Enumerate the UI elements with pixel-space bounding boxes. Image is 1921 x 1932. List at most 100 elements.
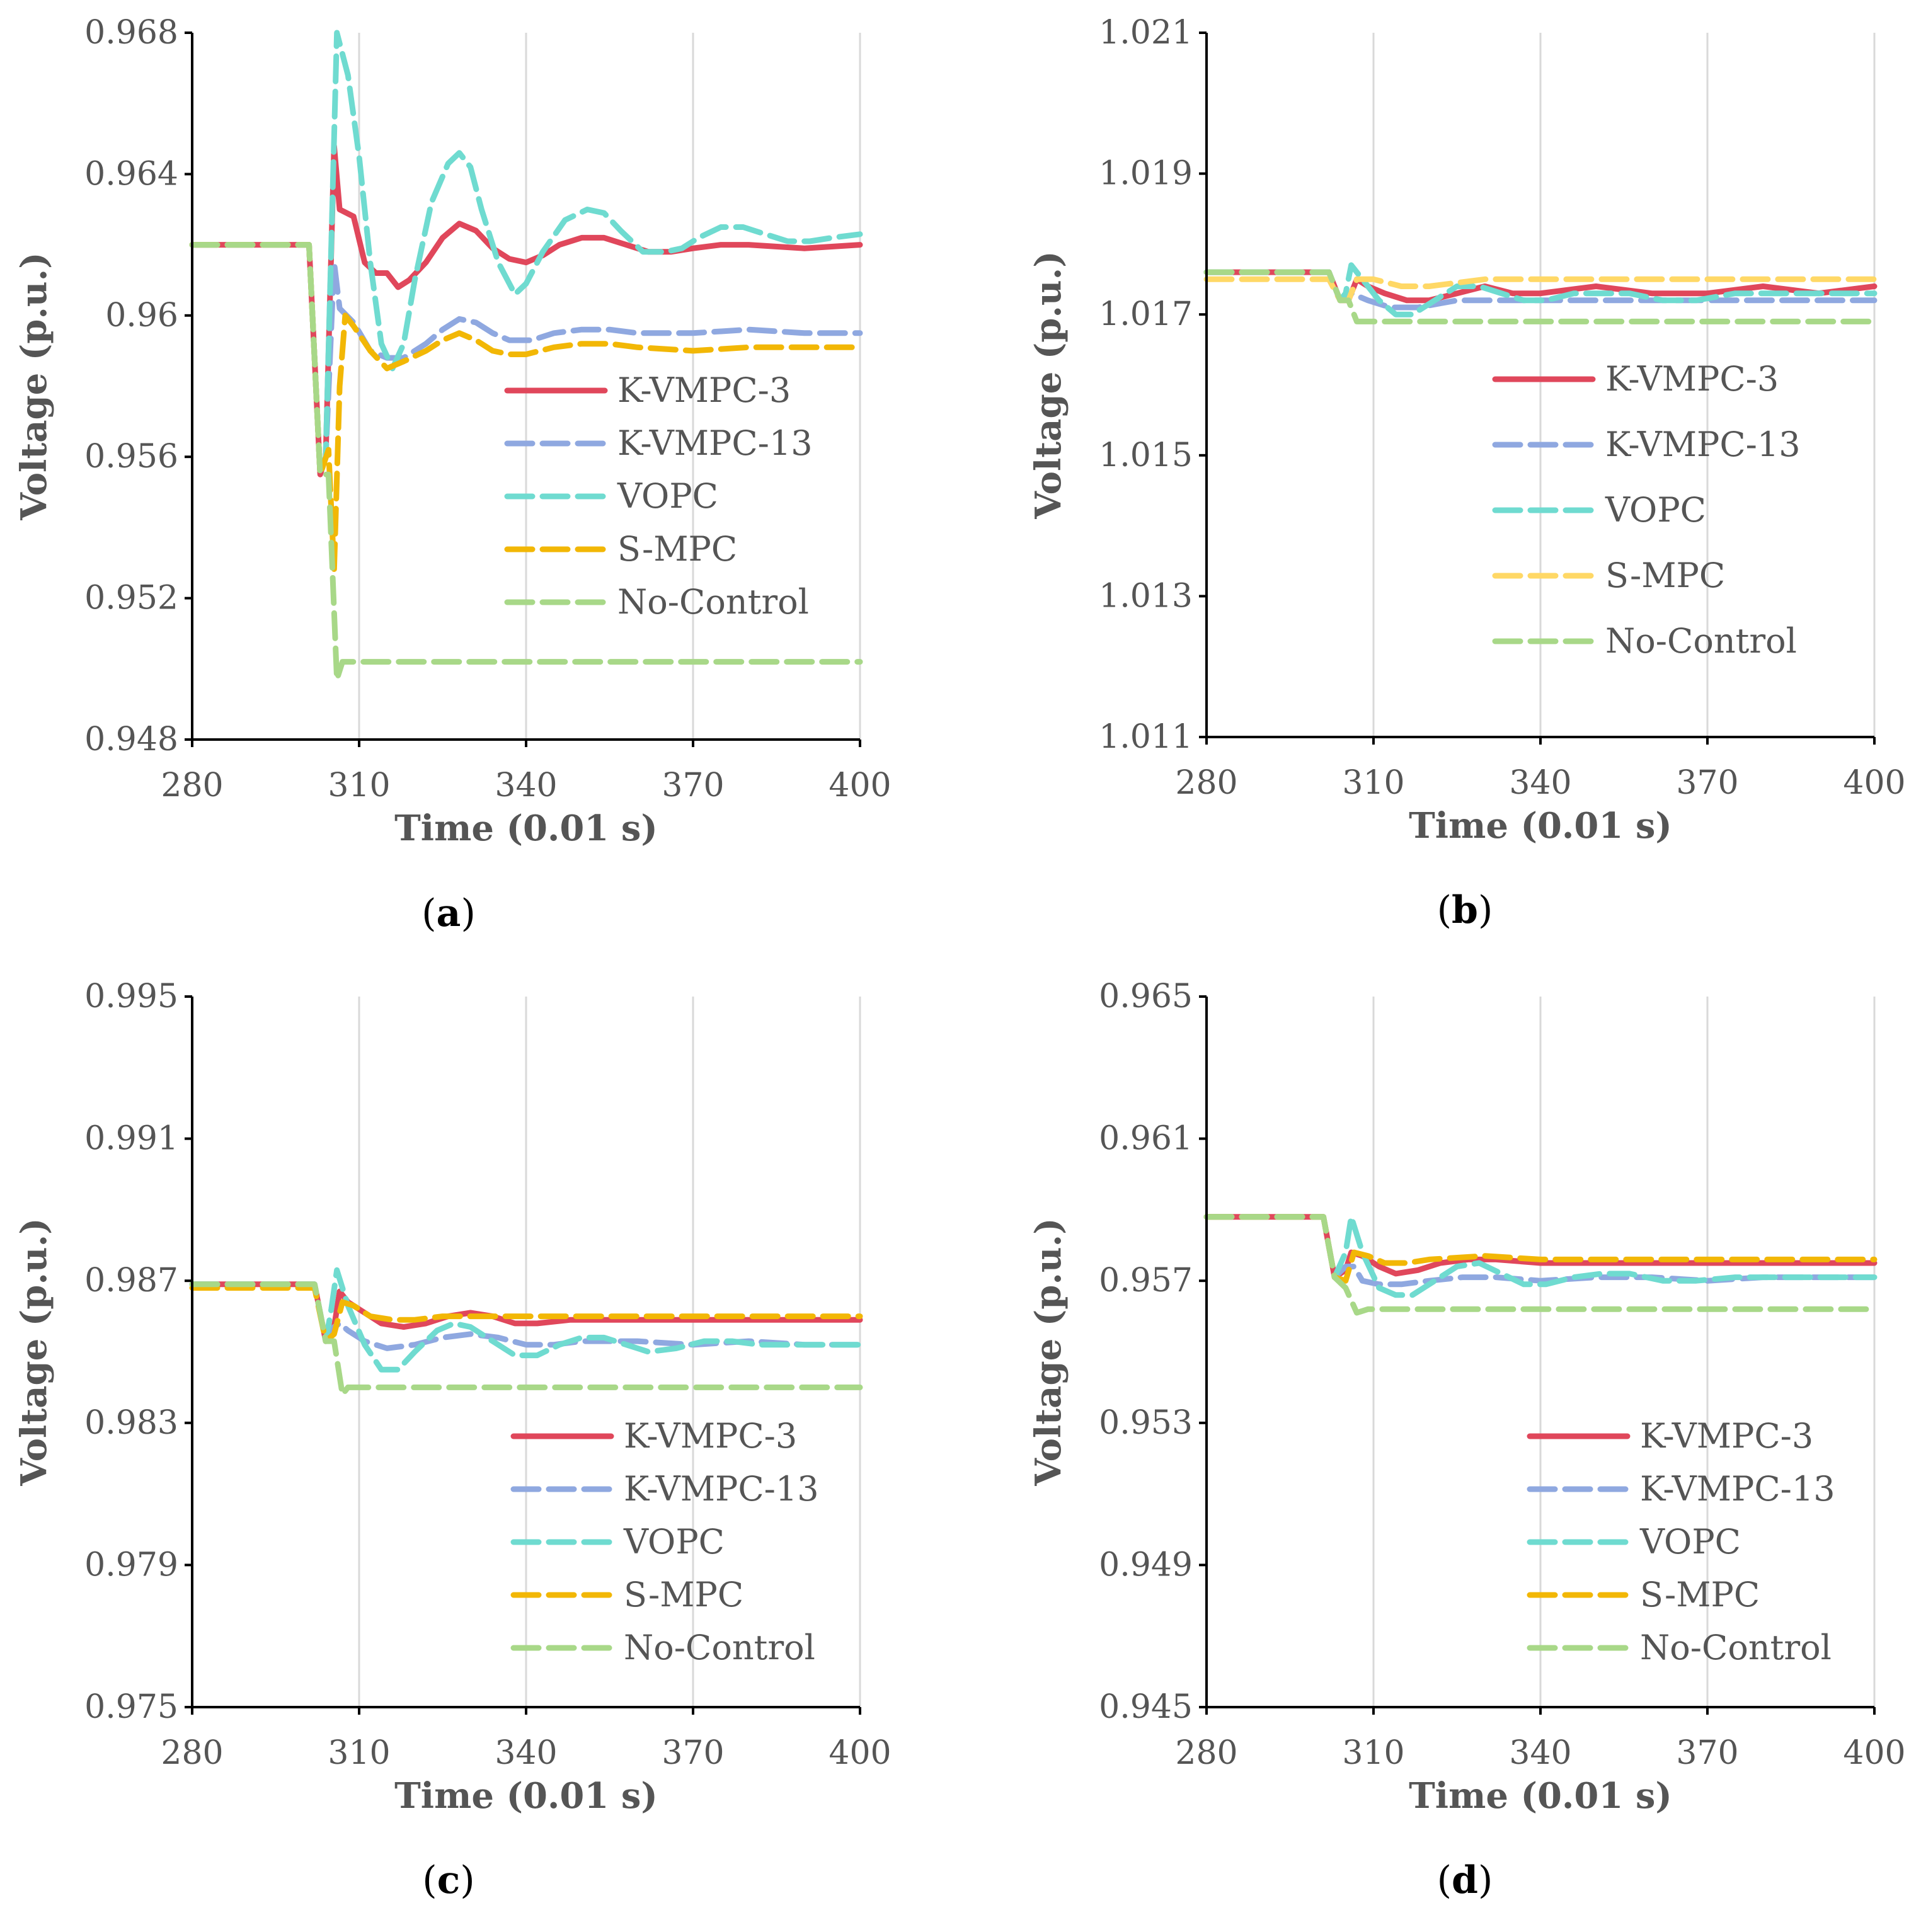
x-tick-label: 340: [495, 1734, 557, 1772]
legend-label: K-VMPC-3: [1640, 1416, 1813, 1456]
y-axis-title: Voltage (p.u.): [13, 252, 55, 520]
y-tick-label: 0.987: [84, 1262, 178, 1300]
panel-caption: (c): [422, 1858, 474, 1902]
y-tick-label: 1.011: [1099, 718, 1193, 756]
series-line-vopc: [1203, 1214, 1878, 1298]
y-tick-label: 0.961: [1099, 1120, 1193, 1158]
y-tick-label: 0.983: [84, 1404, 178, 1442]
panel-caption: (d): [1437, 1858, 1493, 1902]
series-line-s-mpc: [189, 242, 863, 573]
legend-label: S-MPC: [624, 1575, 743, 1615]
series-line-k-vmpc-13: [189, 242, 863, 477]
y-axis-title: Voltage (p.u.): [1028, 1218, 1069, 1486]
legend-label: S-MPC: [1605, 556, 1725, 595]
series-line-s-mpc: [1203, 1214, 1878, 1284]
x-tick-label: 340: [1509, 1734, 1571, 1772]
y-tick-label: 1.021: [1099, 14, 1193, 52]
y-tick-label: 0.965: [1099, 978, 1193, 1015]
x-tick-label: 400: [1843, 764, 1905, 802]
x-tick-label: 370: [1676, 764, 1738, 802]
chart-panel-a: 0.948 0.952 0.956 0.96 0.964 0.968 280 310 340 37…: [13, 14, 892, 935]
x-axis-title: Time (0.01 s): [394, 1775, 658, 1817]
y-tick-label: 0.979: [84, 1546, 178, 1584]
series-line-no-control: [189, 1281, 863, 1398]
x-tick-label: 280: [161, 1734, 223, 1772]
legend-label: VOPC: [617, 476, 718, 516]
legend-label: No-Control: [624, 1628, 815, 1667]
legend-label: No-Control: [1605, 621, 1797, 661]
y-tick-label: 0.952: [84, 580, 178, 617]
x-tick-label: 280: [161, 767, 223, 804]
legend: K-VMPC-3 K-VMPC-13 VOPC S-MPC No-Control: [510, 1416, 819, 1667]
y-tick-label: 0.953: [1099, 1404, 1193, 1442]
x-tick-label: 370: [1676, 1734, 1738, 1772]
legend-label: VOPC: [1605, 490, 1706, 530]
legend-label: K-VMPC-13: [624, 1469, 819, 1509]
series-line-vopc: [189, 1267, 863, 1373]
panel-caption-letter: d: [1452, 1858, 1478, 1902]
x-tick-label: 340: [1509, 764, 1571, 802]
series-line-no-control: [1203, 1214, 1878, 1316]
x-tick-label: 340: [495, 767, 557, 804]
x-tick-label: 280: [1175, 764, 1237, 802]
legend-label: No-Control: [1640, 1628, 1832, 1667]
legend-label: K-VMPC-13: [1640, 1469, 1835, 1509]
y-tick-label: 1.015: [1099, 437, 1193, 474]
legend: K-VMPC-3 K-VMPC-13 VOPC S-MPC No-Control: [1492, 359, 1801, 661]
series-line-vopc: [1203, 262, 1878, 317]
legend-label: S-MPC: [1640, 1575, 1760, 1615]
x-tick-label: 400: [829, 1734, 891, 1772]
legend: K-VMPC-3 K-VMPC-13 VOPC S-MPC No-Control: [504, 370, 813, 622]
y-tick-label: 0.995: [84, 978, 178, 1015]
y-tick-label: 0.949: [1099, 1546, 1193, 1584]
legend-label: K-VMPC-13: [617, 423, 813, 463]
legend: K-VMPC-3 K-VMPC-13 VOPC S-MPC No-Control: [1527, 1416, 1835, 1667]
series-line-no-control: [1203, 269, 1878, 324]
y-tick-label: 0.991: [84, 1120, 178, 1158]
x-tick-label: 310: [328, 767, 390, 804]
x-axis-title: Time (0.01 s): [1409, 805, 1672, 847]
chart-panel-b: 1.011 1.013 1.015 1.017 1.019 1.021 280 310 340 3…: [1028, 14, 1906, 932]
y-tick-label: 0.957: [1099, 1262, 1193, 1300]
x-tick-label: 310: [328, 1734, 390, 1772]
y-axis-title: Voltage (p.u.): [1028, 251, 1069, 519]
legend-label: S-MPC: [617, 529, 737, 569]
legend-label: No-Control: [617, 582, 809, 622]
x-axis-title: Time (0.01 s): [394, 808, 658, 849]
y-tick-label: 0.945: [1099, 1688, 1193, 1726]
legend-label: VOPC: [623, 1522, 725, 1562]
chart-panel-d: 0.945 0.949 0.953 0.957 0.961 0.965 280 310 340 3…: [1028, 978, 1906, 1902]
y-axis-title: Voltage (p.u.): [13, 1218, 55, 1486]
legend-label: K-VMPC-3: [617, 370, 791, 410]
x-tick-label: 400: [829, 767, 891, 804]
y-tick-label: 1.017: [1099, 295, 1193, 333]
y-tick-label: 0.964: [84, 155, 178, 193]
y-tick-label: 0.968: [84, 14, 178, 52]
x-axis-title: Time (0.01 s): [1409, 1775, 1672, 1817]
series-line-no-control: [189, 242, 863, 683]
y-tick-label: 0.956: [84, 438, 178, 476]
legend-label: K-VMPC-3: [1605, 359, 1779, 399]
legend-label: K-VMPC-13: [1605, 425, 1801, 464]
x-tick-label: 310: [1342, 1734, 1404, 1772]
x-tick-label: 400: [1843, 1734, 1905, 1772]
panel-caption-letter: b: [1452, 888, 1478, 932]
x-tick-label: 370: [662, 1734, 724, 1772]
legend-label: VOPC: [1639, 1522, 1741, 1562]
x-tick-label: 310: [1342, 764, 1404, 802]
y-tick-label: 1.013: [1099, 577, 1193, 615]
y-tick-label: 0.96: [105, 297, 178, 334]
chart-panel-c: 0.975 0.979 0.983 0.987 0.991 0.995 280 310 340 3…: [13, 978, 892, 1902]
panel-caption: (b): [1437, 888, 1493, 932]
y-tick-label: 1.019: [1099, 155, 1193, 193]
series-line-s-mpc: [189, 1285, 863, 1344]
series-line-vopc: [189, 30, 863, 477]
y-tick-label: 0.948: [84, 721, 178, 758]
legend-label: K-VMPC-3: [624, 1416, 797, 1456]
panel-caption-letter: c: [437, 1858, 461, 1902]
x-tick-label: 370: [662, 767, 724, 804]
panel-caption: (a): [421, 891, 476, 935]
y-tick-label: 0.975: [84, 1688, 178, 1726]
panel-caption-letter: a: [437, 891, 461, 935]
